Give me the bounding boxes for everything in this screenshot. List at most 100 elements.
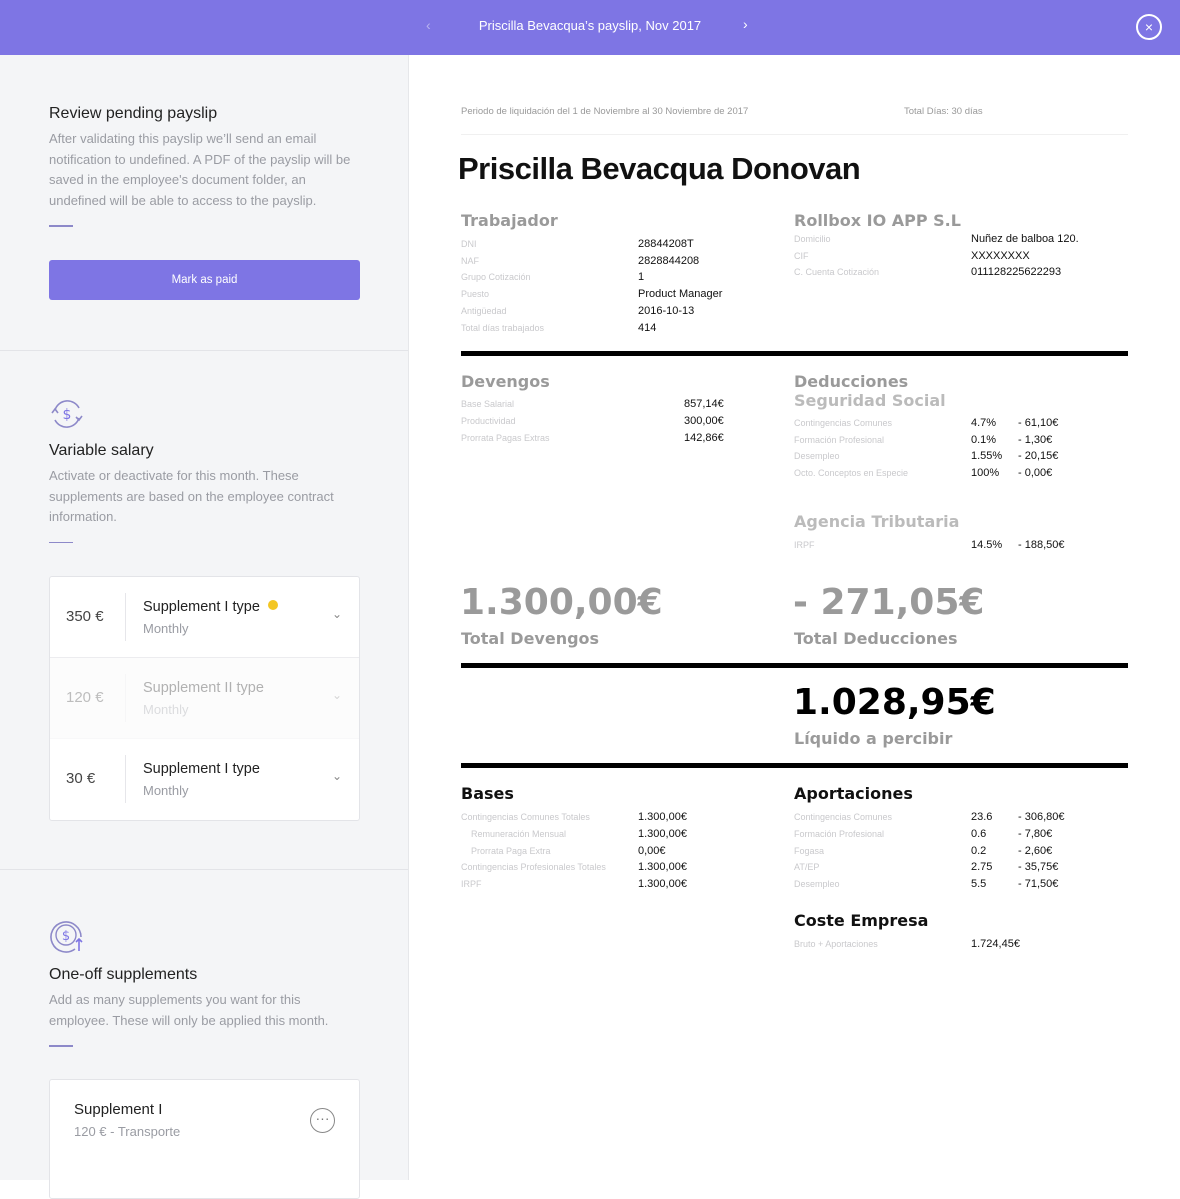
row-value: 1.300,00€ [638, 827, 687, 840]
devengos-title: Devengos [461, 372, 550, 391]
row-label: IRPF [461, 879, 482, 890]
supplement-amount: 120 € [66, 689, 104, 706]
row-label: Desempleo [794, 451, 840, 462]
row-value: - 20,15€ [1018, 450, 1059, 463]
supplement-row[interactable]: 30 € Supplement I type Monthly ⌄ [50, 739, 359, 820]
divider [461, 351, 1128, 356]
row-value: - 7,80€ [1018, 827, 1053, 840]
row-value: - 188,50€ [1018, 539, 1065, 551]
row-label: Desempleo [794, 879, 840, 890]
row-value: 300,00€ [684, 415, 724, 427]
next-payslip-button[interactable]: › [743, 16, 748, 32]
divider [461, 663, 1128, 668]
chevron-down-icon[interactable]: ⌄ [332, 688, 343, 702]
row-value: 0,00€ [638, 844, 666, 857]
one-off-title: One-off supplements [49, 966, 198, 983]
review-text: After validating this payslip we’ll send… [49, 131, 351, 208]
one-off-section: One-off supplements Add as many suppleme… [49, 966, 359, 1047]
one-off-detail: 120 € - Transporte [74, 1124, 181, 1139]
row-label: Formación Profesional [794, 434, 885, 445]
supplement-row[interactable]: 350 € Supplement I type Monthly ⌄ [50, 577, 359, 658]
row-label: Prorrata Paga Extra [471, 845, 551, 856]
supplement-amount: 30 € [66, 770, 96, 787]
liquido-label: Líquido a percibir [794, 729, 953, 748]
supplement-row[interactable]: 120 € Supplement II type Monthly ⌄ [50, 658, 359, 739]
row-value: 5.5 [971, 878, 987, 891]
chevron-down-icon[interactable]: ⌄ [332, 607, 343, 621]
row-value: 100% [971, 467, 1000, 480]
supplement-frequency: Monthly [143, 702, 189, 717]
row-label: Productividad [461, 416, 516, 426]
one-off-name: Supplement I [74, 1101, 163, 1118]
variable-salary-section: Variable salary Activate or deactivate f… [49, 442, 359, 543]
top-bar: ‹ Priscilla Bevacqua’s payslip, Nov 2017… [0, 0, 1180, 55]
bases-title: Bases [461, 784, 514, 803]
row-value: 0.6 [971, 827, 987, 840]
row-label: Contingencias Comunes [794, 812, 893, 822]
row-value: - 35,75€ [1018, 861, 1059, 874]
close-button[interactable]: × [1136, 14, 1162, 40]
row-value: 4.7% [971, 417, 997, 429]
row-value: 0.2 [971, 844, 987, 857]
svg-text:$: $ [63, 407, 72, 423]
row-value: 1.300,00€ [638, 861, 687, 874]
divider [49, 225, 73, 227]
row-label: AT/EP [794, 862, 820, 873]
aportaciones-title: Aportaciones [794, 784, 913, 803]
row-value: - 1,30€ [1018, 433, 1053, 446]
row-label: Puesto [461, 289, 490, 300]
row-label: Contingencias Comunes Totales [461, 812, 590, 822]
row-value: 14.5% [971, 539, 1003, 551]
row-value: - 61,10€ [1018, 417, 1059, 429]
divider [0, 869, 408, 870]
company-title: Rollbox IO APP S.L [794, 211, 961, 230]
row-value: 857,14€ [684, 398, 724, 410]
row-value: 011128225622293 [971, 266, 1062, 278]
employee-name: Priscilla Bevacqua Donovan [458, 151, 861, 186]
total-devengos-amount: 1.300,00€ [460, 582, 663, 623]
row-label: Octo. Conceptos en Especie [794, 468, 909, 479]
worker-title: Trabajador [461, 211, 558, 230]
row-value: 0.1% [971, 433, 997, 446]
supplement-frequency: Monthly [143, 783, 189, 798]
review-section: Review pending payslip After validating … [49, 105, 359, 227]
total-deducciones-amount: - 271,05€ [793, 582, 985, 623]
chevron-down-icon[interactable]: ⌄ [332, 769, 343, 783]
row-label: Remuneración Mensual [471, 828, 567, 839]
row-label: Total días trabajados [461, 322, 545, 333]
row-label: C. Cuenta Cotización [794, 267, 880, 277]
total-deducciones-label: Total Deducciones [794, 629, 958, 648]
row-value: Nuñez de balboa 120. [971, 233, 1079, 245]
row-value: - 71,50€ [1018, 878, 1059, 891]
row-label: Bruto + Aportaciones [794, 939, 878, 949]
row-label: DNI [461, 239, 477, 249]
row-label: Antigüedad [461, 305, 507, 316]
sidebar: Review pending payslip After validating … [0, 55, 409, 1199]
mark-as-paid-button[interactable]: Mark as paid [49, 260, 360, 300]
divider [49, 1045, 73, 1047]
total-devengos-label: Total Devengos [461, 629, 600, 648]
warning-dot-icon [267, 600, 278, 610]
one-off-list: Supplement I 120 € - Transporte ··· [49, 1079, 360, 1199]
row-value: - 2,60€ [1018, 844, 1053, 857]
agencia-tributaria-title: Agencia Tributaria [794, 512, 960, 531]
supplement-name: Supplement II type [143, 680, 264, 696]
row-value: 28844208T [638, 238, 694, 250]
row-value: 414 [638, 321, 657, 334]
variable-salary-text: Activate or deactivate for this month. T… [49, 468, 334, 524]
seguridad-social-title: Seguridad Social [794, 391, 946, 410]
supplement-name: Supplement I type [143, 761, 260, 777]
previous-payslip-button[interactable]: ‹ [426, 17, 431, 33]
review-title: Review pending payslip [49, 105, 218, 122]
more-options-icon[interactable]: ··· [310, 1108, 335, 1133]
row-value: Product Manager [638, 288, 723, 301]
row-label: Grupo Cotización [461, 272, 531, 283]
row-value: XXXXXXXX [971, 249, 1030, 262]
divider [461, 763, 1128, 768]
row-value: 2.75 [971, 861, 993, 874]
one-off-item[interactable]: Supplement I 120 € - Transporte ··· [50, 1080, 359, 1161]
row-label: IRPF [794, 540, 815, 550]
row-value: 1.300,00€ [638, 878, 687, 891]
coste-empresa-title: Coste Empresa [794, 911, 929, 930]
row-value: 1 [638, 271, 645, 284]
